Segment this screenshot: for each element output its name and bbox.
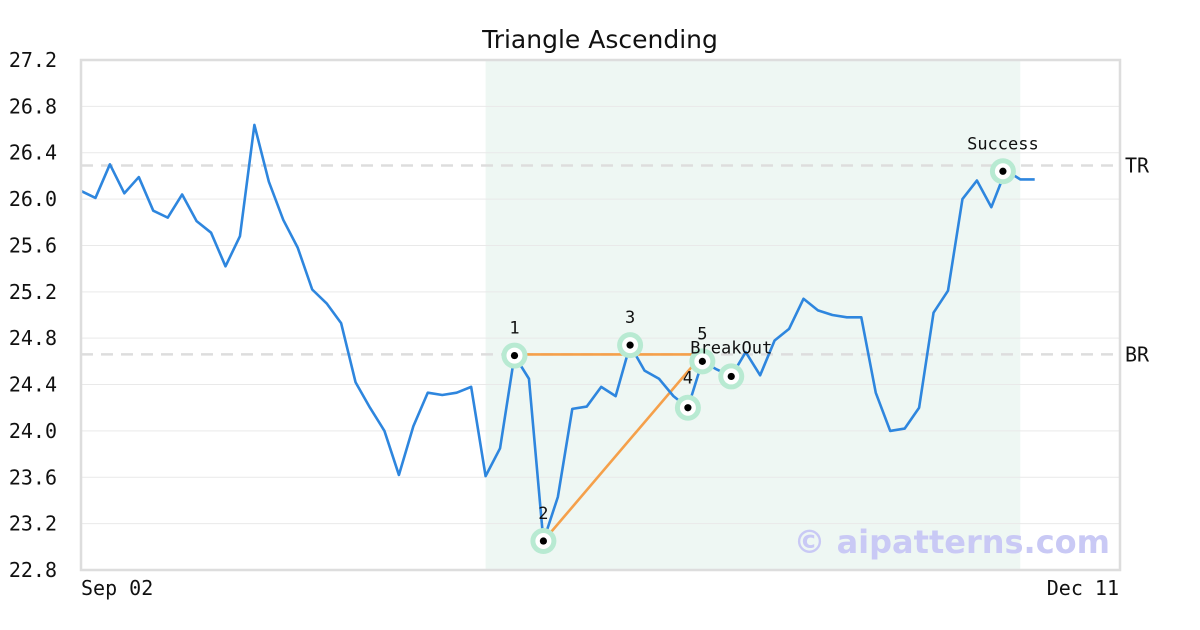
point-label: Success (967, 134, 1039, 154)
y-tick-label: 26.4 (9, 141, 57, 165)
marker-dot (510, 351, 519, 360)
y-tick-label: 23.6 (9, 465, 57, 489)
y-tick-label: 24.4 (9, 373, 57, 397)
y-tick-label: 25.6 (9, 233, 57, 257)
point-label: 3 (625, 308, 635, 328)
x-axis: Sep 02 Dec 11 (81, 576, 1119, 600)
y-tick-label: 24.0 (9, 419, 57, 443)
chart-title: Triangle Ascending (481, 25, 718, 54)
series-line (80, 123, 1035, 543)
point-label: 5 (697, 324, 707, 344)
y-tick-label: 22.8 (9, 558, 57, 582)
pattern-line (542, 353, 704, 542)
pattern-lines (514, 353, 704, 542)
y-axis: 22.8 23.2 23.6 24.0 24.4 24.8 25.2 25.6 26.0 26.4… (9, 48, 57, 582)
marker-dot (539, 537, 548, 545)
point-label: BreakOut (690, 338, 772, 358)
x-tick-label-start: Sep 02 (81, 576, 153, 600)
pattern-region (485, 60, 1021, 570)
marker-dot (999, 167, 1007, 175)
marker-dot (698, 357, 706, 365)
y-tick-label: 25.2 (9, 280, 57, 304)
reference-lines: TR BR (81, 153, 1150, 366)
reference-label-br: BR (1125, 342, 1150, 366)
marker-dot (626, 341, 634, 349)
y-tick-label: 24.8 (9, 326, 57, 350)
plot-frame (79, 58, 1122, 572)
reference-label-tr: TR (1125, 153, 1150, 177)
y-tick-label: 27.2 (9, 48, 57, 72)
watermark: © aipatterns.com (793, 523, 1110, 561)
y-tick-label: 26.0 (9, 187, 57, 211)
grid (81, 59, 1120, 571)
point-label: 4 (683, 369, 693, 389)
y-tick-label: 26.8 (9, 94, 57, 118)
x-tick-label-end: Dec 11 (1047, 576, 1119, 600)
marker-dot (684, 404, 692, 412)
marker-dot (727, 372, 735, 381)
y-tick-label: 23.2 (9, 512, 57, 536)
point-label: 2 (538, 504, 548, 524)
point-label: 1 (509, 319, 519, 339)
